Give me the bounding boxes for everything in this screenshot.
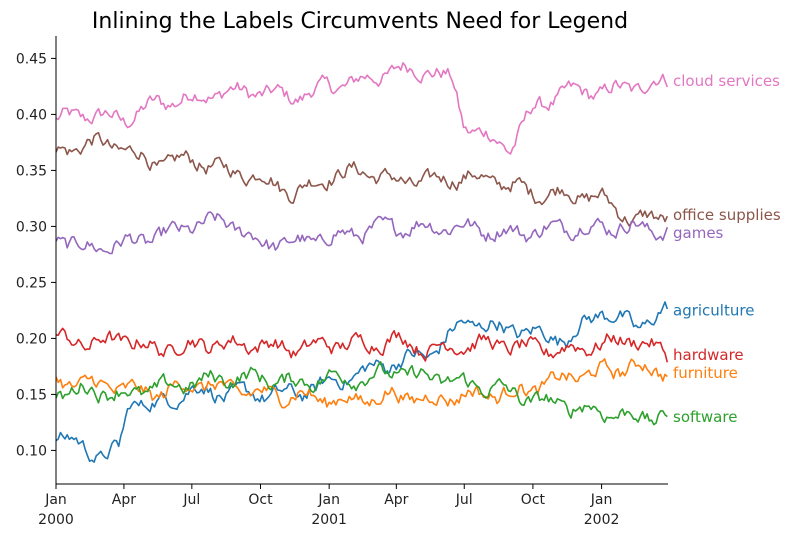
series-label-furniture: furniture [673, 364, 738, 382]
x-tick-label: Oct [521, 492, 546, 508]
series-line-hardware [55, 327, 669, 363]
x-tick-label: Apr [112, 492, 136, 508]
x-tick-year-label: 2001 [311, 512, 347, 528]
series-line-agriculture [55, 301, 669, 463]
x-tick-label: Apr [384, 492, 408, 508]
x-tick-label: Jan [317, 492, 340, 508]
y-tick-label: 0.10 [16, 443, 47, 459]
x-tick-label: Jul [182, 492, 200, 508]
series-line-games [55, 211, 669, 255]
series-line-software [55, 361, 668, 426]
x-tick-label: Jul [455, 492, 473, 508]
x-tick-year-label: 2002 [584, 512, 620, 528]
series-label-games: games [673, 224, 724, 242]
y-tick-label: 0.30 [16, 219, 47, 235]
series-line-office-supplies [55, 132, 669, 227]
series-label-agriculture: agriculture [673, 301, 754, 319]
y-tick-label: 0.40 [16, 107, 47, 123]
plot-area: 0.10 0.15 0.20 0.25 0.30 0.35 0.40 0.45 Jan 2000 A… [16, 36, 781, 528]
y-tick-label: 0.45 [16, 51, 47, 67]
y-tick-label: 0.25 [16, 275, 47, 291]
series-label-software: software [673, 408, 737, 426]
y-tick-label: 0.20 [16, 331, 47, 347]
x-tick-label: Oct [248, 492, 273, 508]
x-tick-year-label: 2000 [38, 512, 74, 528]
x-tick-label: Jan [44, 492, 67, 508]
series-layer [55, 62, 669, 463]
series-label-cloud-services: cloud services [673, 72, 780, 90]
series-label-hardware: hardware [673, 346, 744, 364]
chart-title: Inlining the Labels Circumvents Need for… [92, 9, 628, 34]
series-line-furniture [55, 358, 668, 409]
y-tick-label: 0.15 [16, 387, 47, 403]
axes-layer: 0.10 0.15 0.20 0.25 0.30 0.35 0.40 0.45 Jan 2000 A… [16, 36, 668, 528]
series-label-office-supplies: office supplies [673, 206, 781, 224]
y-tick-label: 0.35 [16, 163, 47, 179]
x-tick-label: Jan [590, 492, 613, 508]
series-line-cloud-services [55, 62, 669, 155]
